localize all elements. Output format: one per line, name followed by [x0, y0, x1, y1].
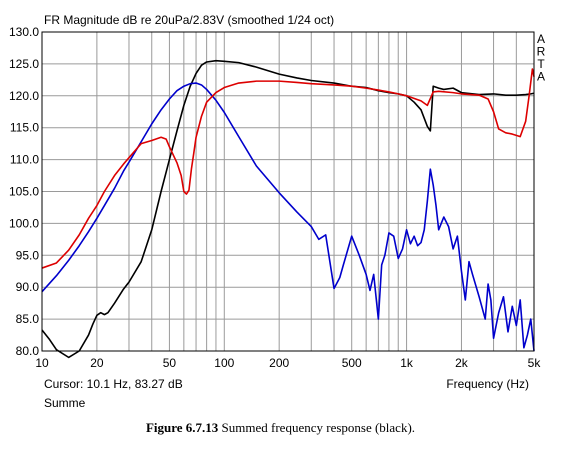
- x-tick-label: 200: [269, 356, 289, 370]
- series-line: [41, 59, 535, 359]
- cursor-readout: Cursor: 10.1 Hz, 83.27 dB: [44, 377, 183, 391]
- x-tick-labels: 10 20 50 100 200 500 1k 2k 5k: [35, 356, 541, 370]
- figure-caption-text: Summed frequency response (black).: [218, 420, 416, 435]
- y-tick-label: 100.0: [9, 216, 39, 230]
- figure-caption-label: Figure 6.7.13: [145, 420, 219, 435]
- x-tick-label: 500: [342, 356, 362, 370]
- y-tick-label: 80.0: [16, 344, 40, 358]
- figure-caption: Figure 6.7.13 Summed frequency response …: [0, 420, 561, 436]
- y-tick-label: 105.0: [9, 185, 39, 199]
- y-tick-label: 95.0: [16, 248, 40, 262]
- y-tick-label: 125.0: [9, 57, 39, 71]
- x-tick-label: 50: [163, 356, 177, 370]
- plot-frame: [41, 31, 535, 352]
- grid-lines: [42, 32, 534, 351]
- y-tick-label: 90.0: [16, 280, 40, 294]
- brand-letter: A: [537, 32, 545, 46]
- x-axis-label: Frequency (Hz): [446, 377, 529, 391]
- x-tick-label: 100: [214, 356, 234, 370]
- y-tick-label: 85.0: [16, 312, 40, 326]
- trace-name: Summe: [44, 396, 86, 410]
- series-layer: [41, 59, 535, 359]
- series-line: [41, 82, 535, 352]
- y-tick-label: 120.0: [9, 89, 39, 103]
- brand-letter: A: [537, 70, 545, 84]
- y-tick-label: 115.0: [10, 121, 39, 135]
- x-tick-label: 1k: [400, 356, 414, 370]
- x-tick-label: 10: [35, 356, 49, 370]
- series-line: [41, 68, 535, 269]
- chart-title: FR Magnitude dB re 20uPa/2.83V (smoothed…: [44, 13, 334, 27]
- y-tick-label: 130.0: [9, 25, 39, 39]
- y-tick-labels: 80.0 85.0 90.0 95.0 100.0 105.0 110.0 115.0 120.…: [9, 25, 39, 358]
- brand-letter: T: [537, 57, 545, 71]
- x-tick-label: 5k: [528, 356, 542, 370]
- y-tick-label: 110.0: [10, 153, 39, 167]
- brand-letter: R: [537, 45, 546, 59]
- x-tick-label: 20: [90, 356, 104, 370]
- x-tick-label: 2k: [455, 356, 469, 370]
